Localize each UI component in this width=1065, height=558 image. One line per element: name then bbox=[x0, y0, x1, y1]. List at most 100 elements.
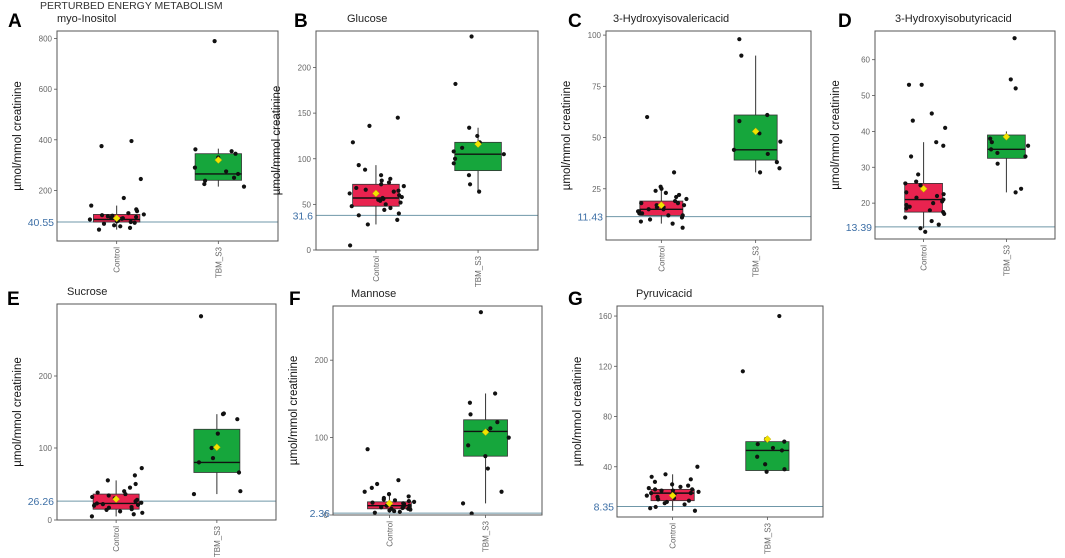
data-point bbox=[1023, 154, 1028, 159]
box-tbm-s3 bbox=[733, 114, 778, 161]
data-point bbox=[202, 178, 208, 183]
data-point bbox=[235, 417, 240, 422]
box-tbm-s3 bbox=[463, 419, 508, 457]
box-tbm-s3 bbox=[745, 441, 790, 471]
data-point bbox=[350, 140, 355, 145]
data-point bbox=[451, 161, 456, 166]
data-point bbox=[648, 506, 653, 511]
data-point bbox=[645, 114, 650, 120]
data-point bbox=[382, 207, 387, 212]
data-point bbox=[477, 189, 482, 194]
panel-border bbox=[56, 303, 277, 521]
x-tick-label: Control bbox=[113, 247, 122, 273]
data-point bbox=[105, 214, 110, 219]
data-point bbox=[215, 431, 220, 436]
y-tick-label: 100 bbox=[315, 434, 329, 443]
data-point bbox=[209, 445, 214, 451]
data-point bbox=[101, 221, 107, 226]
data-point bbox=[452, 156, 458, 161]
data-point bbox=[658, 184, 663, 189]
panel-letter: B bbox=[294, 11, 308, 32]
data-point bbox=[782, 467, 787, 472]
data-point bbox=[212, 39, 217, 44]
reference-label: 40.55 bbox=[28, 217, 54, 229]
data-point bbox=[467, 182, 473, 187]
data-point bbox=[233, 151, 238, 156]
data-point bbox=[779, 448, 785, 453]
data-point bbox=[241, 184, 247, 189]
data-point bbox=[672, 198, 678, 204]
data-point bbox=[468, 412, 473, 417]
data-point bbox=[407, 503, 412, 508]
data-point bbox=[369, 485, 374, 491]
reference-label: 31.6 bbox=[293, 210, 314, 222]
data-point bbox=[406, 494, 411, 499]
data-point bbox=[988, 147, 994, 152]
y-axis-label: µmol/mmol creatinine bbox=[830, 80, 842, 190]
data-point bbox=[396, 211, 401, 216]
data-point bbox=[910, 118, 915, 123]
data-point bbox=[644, 493, 649, 498]
mean-marker bbox=[1002, 132, 1011, 141]
data-point bbox=[191, 491, 197, 497]
data-point bbox=[1013, 190, 1018, 195]
data-point bbox=[132, 473, 137, 478]
data-point bbox=[639, 201, 644, 206]
data-point bbox=[680, 213, 685, 218]
data-point bbox=[755, 442, 760, 447]
mean-marker bbox=[385, 499, 394, 508]
data-point bbox=[682, 502, 687, 507]
data-point bbox=[396, 478, 401, 483]
data-point bbox=[506, 435, 511, 440]
data-point bbox=[680, 225, 685, 230]
data-point bbox=[362, 489, 367, 494]
data-point bbox=[941, 143, 946, 148]
data-point bbox=[388, 205, 393, 211]
data-point bbox=[196, 460, 202, 465]
data-point bbox=[918, 226, 923, 231]
y-tick-label: 200 bbox=[39, 186, 53, 195]
data-point bbox=[134, 497, 140, 502]
data-point bbox=[99, 213, 105, 218]
data-point bbox=[904, 206, 909, 211]
data-point bbox=[696, 489, 701, 494]
data-point bbox=[89, 203, 94, 208]
data-point bbox=[684, 196, 689, 202]
data-point bbox=[372, 510, 377, 515]
data-point bbox=[122, 489, 127, 494]
y-axis-label: µmol/mmol creatinine bbox=[271, 86, 283, 196]
data-point bbox=[674, 194, 679, 200]
x-tick-label: Control bbox=[385, 521, 394, 547]
data-point bbox=[375, 481, 380, 487]
panel-letter: A bbox=[8, 11, 22, 32]
data-point bbox=[671, 170, 677, 175]
mean-marker bbox=[474, 140, 482, 149]
panel-f: F Mannose µmol/mmol creatinine 0 100 200 2.36 C… bbox=[288, 288, 543, 552]
y-tick-label: 75 bbox=[592, 82, 601, 91]
data-point bbox=[90, 494, 95, 500]
data-point bbox=[495, 420, 500, 425]
panel-border bbox=[605, 30, 812, 241]
data-point bbox=[904, 202, 909, 208]
data-point bbox=[383, 202, 388, 207]
data-point bbox=[460, 501, 466, 506]
x-tick-label: TBM_S3 bbox=[752, 245, 761, 277]
y-tick-label: 200 bbox=[39, 372, 53, 381]
data-point bbox=[670, 488, 676, 493]
data-point bbox=[89, 514, 95, 519]
panel-b: B Glucose µmol/mmol creatinine 0 50 100 150 200… bbox=[271, 11, 539, 287]
panel-border bbox=[315, 30, 539, 251]
y-axis-label: µmol/mmol creatinine bbox=[288, 356, 300, 466]
y-tick-label: 800 bbox=[39, 35, 53, 44]
data-point bbox=[221, 411, 226, 416]
data-point bbox=[99, 144, 104, 149]
data-point bbox=[202, 181, 207, 187]
data-point bbox=[193, 147, 198, 152]
data-point bbox=[664, 499, 669, 505]
data-point bbox=[649, 491, 654, 496]
x-tick-label: TBM_S3 bbox=[482, 520, 491, 552]
data-point bbox=[229, 149, 234, 154]
data-point bbox=[777, 313, 782, 319]
mean-marker bbox=[214, 156, 223, 164]
